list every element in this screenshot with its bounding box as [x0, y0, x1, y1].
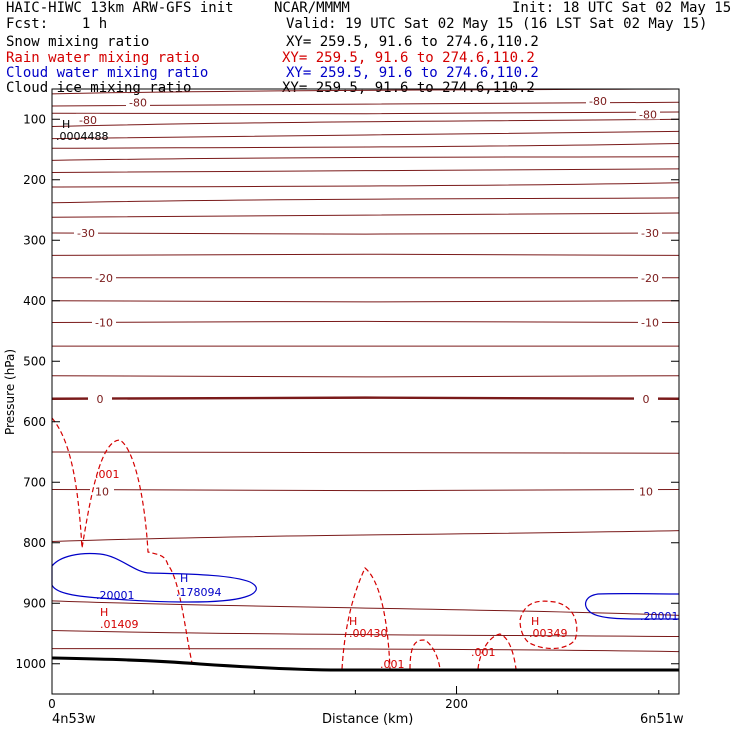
isotherm-label: -10	[95, 317, 113, 330]
field-cloud-name: Cloud water mixing ratio	[6, 65, 209, 81]
field-snow-name: Snow mixing ratio	[6, 34, 150, 50]
y-tick-label: 1000	[15, 657, 46, 671]
rain-contour-small1	[409, 639, 441, 670]
model-title: HAIC-HIWC 13km ARW-GFS init	[6, 0, 234, 16]
annotation-label: .001	[95, 468, 120, 481]
annotation-label: .001	[380, 658, 405, 671]
isotherm-line	[51, 253, 680, 256]
isotherm-label: -30	[641, 227, 659, 240]
annotation-label: .01409	[100, 618, 139, 631]
isotherm-line	[51, 396, 680, 400]
y-tick-label: 500	[23, 354, 46, 368]
y-tick-label: 900	[23, 596, 46, 610]
annotation-label: .001	[471, 646, 496, 659]
rain-contour-mid	[341, 567, 391, 670]
terrain-line	[51, 656, 679, 672]
field-cloud-xy: XY= 259.5, 91.6 to 274.6,110.2	[286, 65, 539, 81]
isotherm-line	[51, 212, 680, 218]
y-tick-label: 100	[23, 112, 46, 126]
x-axis-label: Distance (km)	[322, 712, 414, 727]
annotation-label: H	[180, 572, 188, 585]
isotherm-line	[51, 648, 680, 653]
isotherm-line	[51, 232, 680, 235]
isotherm-label: -80	[639, 108, 657, 121]
isotherm-line	[51, 197, 680, 204]
isotherm-label: -80	[589, 95, 607, 108]
isotherm-label: -30	[77, 227, 95, 240]
plot-frame	[51, 88, 680, 695]
isotherm-label: 10	[95, 485, 109, 498]
isotherm-line	[51, 182, 680, 188]
annotation-label: H	[62, 118, 70, 131]
isotherm-label: -80	[129, 96, 147, 109]
temperature-isotherms: -80 -80 -80 -80 -30 -30 -20 -20 -10 -10 0 0 10 10	[51, 88, 680, 653]
y-tick-label: 700	[23, 475, 46, 489]
annotation-label: H	[349, 615, 357, 628]
right-endpoint: 6n51w	[640, 712, 684, 727]
annotation-label: .0004488	[56, 130, 109, 143]
field-ice-xy: XY= 259.5, 91.6 to 274.6,110.2	[282, 80, 535, 96]
isotherm-label: 10	[639, 485, 653, 498]
y-tick-label: 200	[23, 173, 46, 187]
rain-contour-right	[519, 600, 578, 650]
field-snow-xy: XY= 259.5, 91.6 to 274.6,110.2	[286, 34, 539, 50]
isotherm-line	[51, 142, 680, 149]
isotherm-line	[51, 88, 680, 95]
init-time: Init: 18 UTC Sat 02 May 15	[512, 0, 732, 16]
valid-time: Valid: 19 UTC Sat 02 May 15 (16 LST Sat …	[286, 16, 708, 32]
isotherm-line	[51, 111, 680, 115]
cloud-water-contours	[51, 552, 680, 620]
isotherm-line	[51, 300, 680, 303]
isotherm-label: 0	[643, 393, 650, 406]
rain-contour-small2	[477, 633, 517, 670]
rain-contour-left	[51, 417, 193, 664]
isotherm-line	[51, 168, 680, 173]
y-tick-label: 300	[23, 233, 46, 247]
left-endpoint: 4n53w	[52, 712, 96, 727]
annotation-label: .00349	[529, 627, 568, 640]
y-axis-label: Pressure (hPa)	[3, 349, 17, 435]
annotation-label: .20001	[640, 610, 679, 623]
annotation-label: .178094	[176, 586, 222, 599]
isotherm-line	[51, 375, 680, 378]
isotherm-line	[51, 629, 680, 638]
isotherm-line	[51, 156, 680, 161]
cloud-water-contour-right	[584, 592, 680, 620]
y-tick-label: 800	[23, 536, 46, 550]
y-tick-label: 400	[23, 294, 46, 308]
forecast-hour: Fcst: 1 h	[6, 16, 108, 32]
annotation-label: .00430	[349, 627, 388, 640]
isotherm-line	[51, 530, 680, 543]
annotation-label: H	[100, 606, 108, 619]
isotherm-line	[51, 451, 680, 454]
field-rain-name: Rain water mixing ratio	[6, 50, 200, 66]
isotherm-line	[51, 130, 680, 140]
field-rain-xy: XY= 259.5, 91.6 to 274.6,110.2	[282, 50, 535, 66]
x-tick-label: 200	[445, 697, 468, 711]
annotation-label: .20001	[96, 589, 135, 602]
x-tick-label: 0	[48, 697, 56, 711]
isotherm-line	[51, 320, 680, 324]
isotherm-label: -20	[641, 272, 659, 285]
chart-annotations: H.0004488.001H.178094.20001.20001H.01409…	[56, 118, 679, 671]
isotherm-label: -10	[641, 317, 659, 330]
annotation-label: H	[531, 615, 539, 628]
isotherm-label: 0	[97, 393, 104, 406]
rain-contours	[51, 417, 578, 670]
isotherm-line	[51, 600, 680, 616]
cloud-water-contour-left	[51, 552, 257, 603]
isotherm-label: -80	[79, 114, 97, 127]
isotherm-line	[51, 489, 680, 492]
isotherm-label: -20	[95, 272, 113, 285]
y-tick-label: 600	[23, 415, 46, 429]
org-label: NCAR/MMMM	[274, 0, 350, 16]
isotherm-line	[51, 118, 680, 128]
